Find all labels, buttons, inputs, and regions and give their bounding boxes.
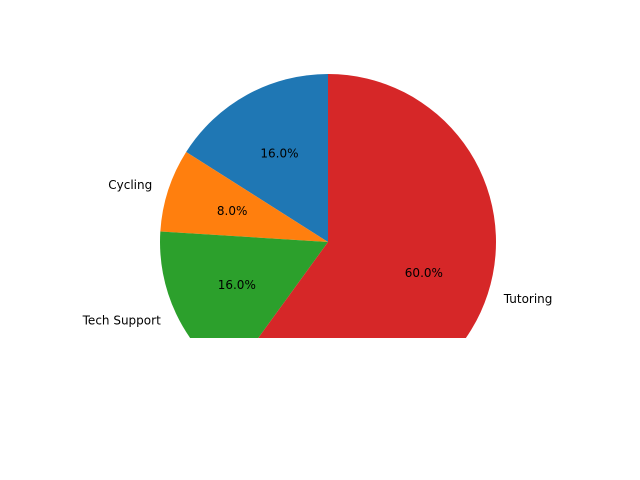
pie-labels: 16.0% 8.0% Cycling 16.0% Tech Support 60.0% Tu… xyxy=(82,147,553,328)
pie-slice-tech-support xyxy=(160,231,328,338)
pie-slice-tutoring xyxy=(258,74,496,338)
pie-slices xyxy=(160,74,496,338)
pie-pct-label: 16.0% xyxy=(218,278,256,292)
pie-pct-label: 60.0% xyxy=(405,266,443,280)
pie-category-label: Tech Support xyxy=(82,314,161,328)
pie-category-label: Cycling xyxy=(108,178,152,192)
pie-pct-label: 8.0% xyxy=(217,204,248,218)
pie-pct-label: 16.0% xyxy=(260,147,298,161)
pie-category-label: Tutoring xyxy=(503,292,553,306)
pie-slice-unlabeled-0 xyxy=(186,74,328,242)
pie-slice-cycling xyxy=(160,151,328,242)
